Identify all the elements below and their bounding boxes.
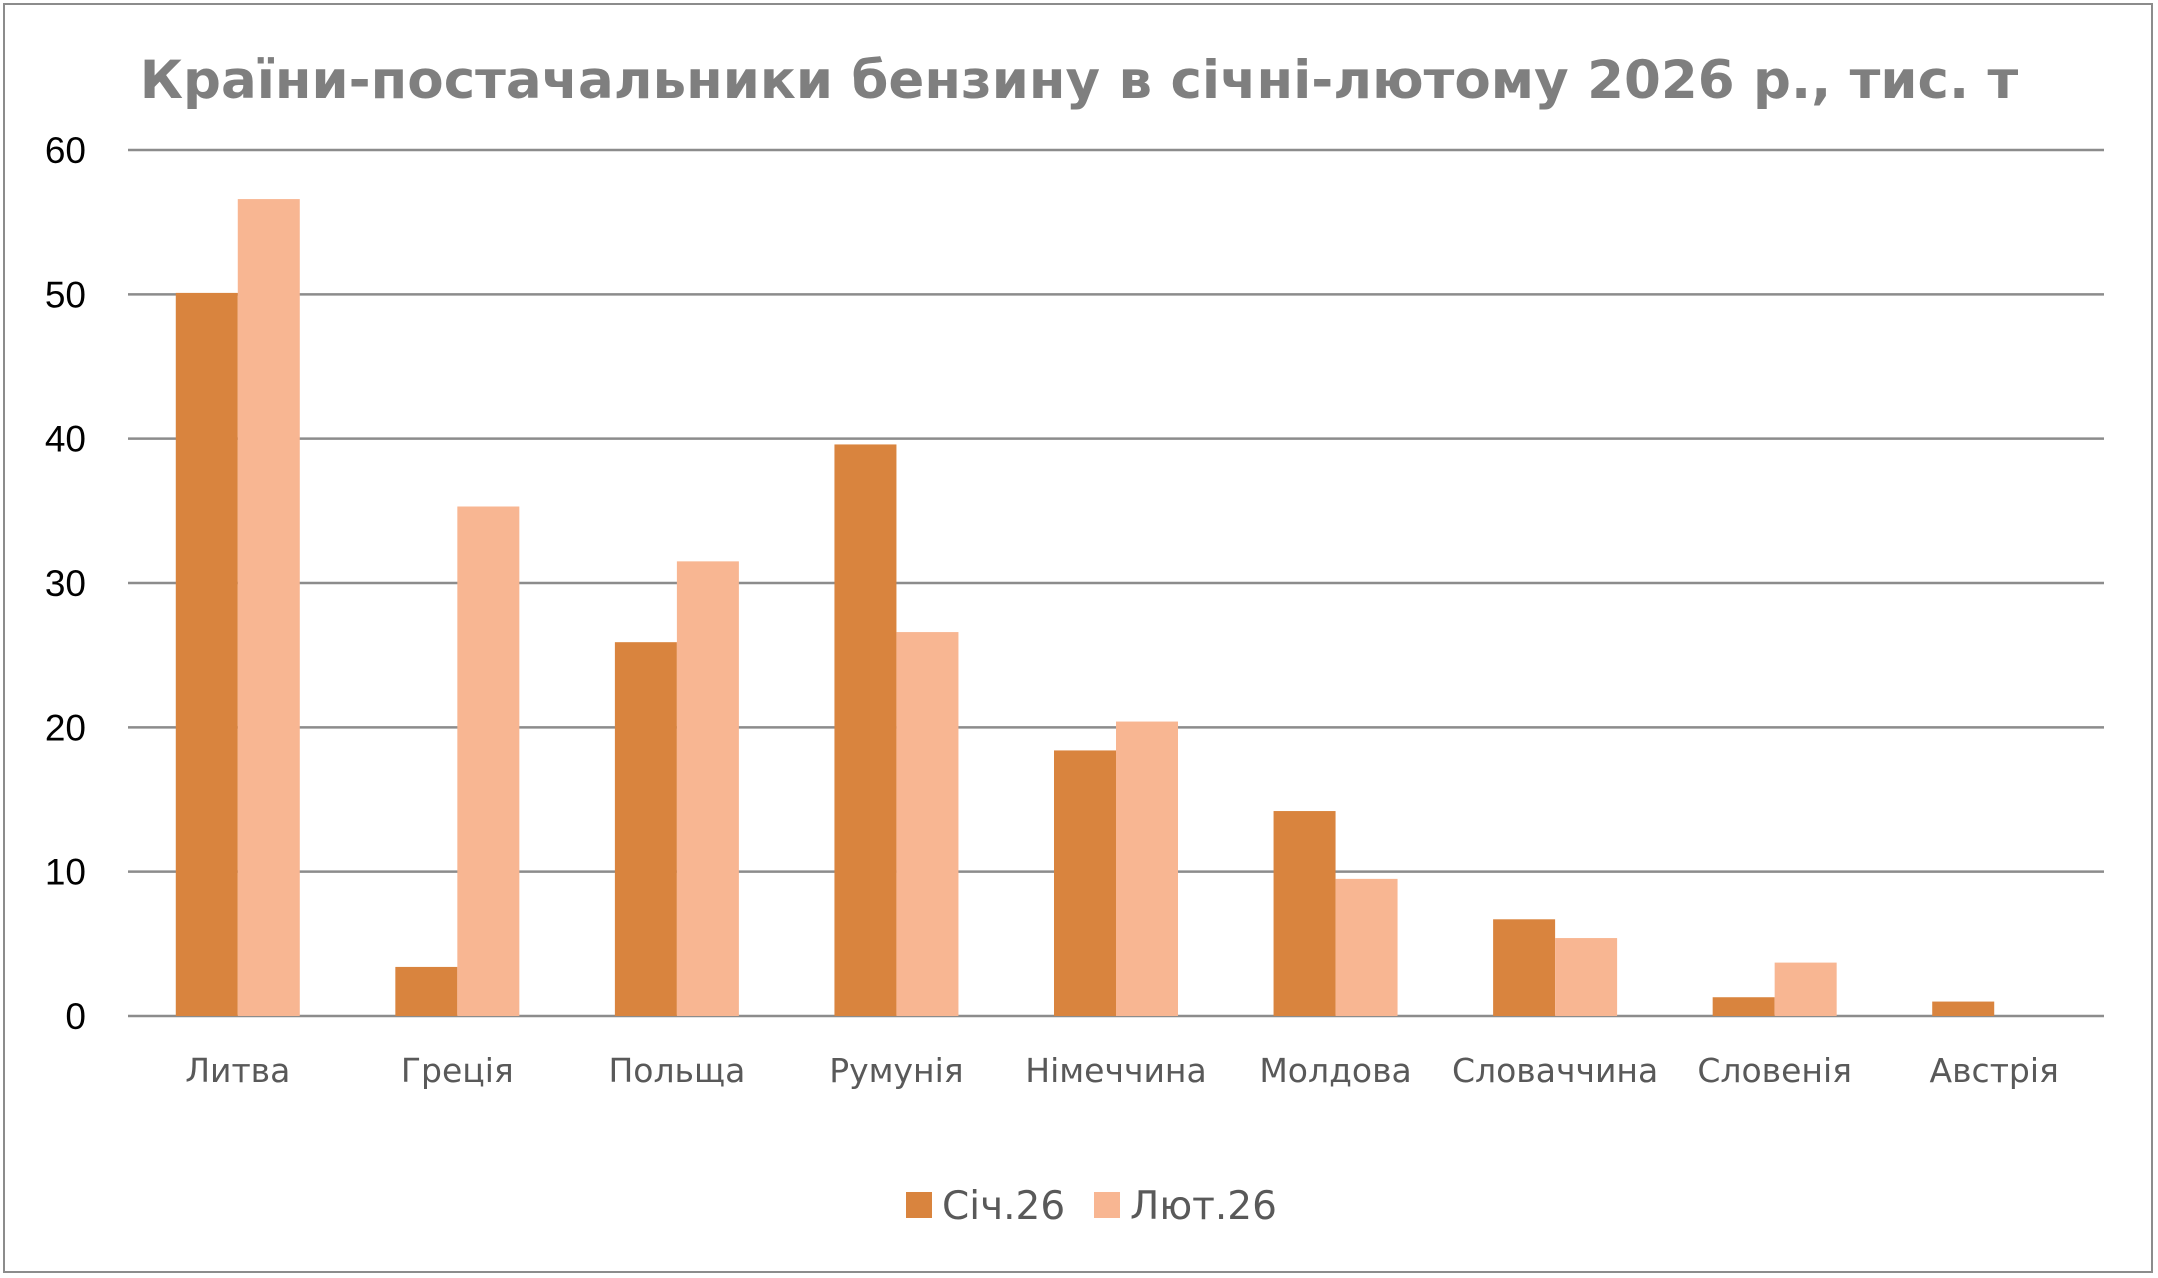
bar-liut26 — [1116, 721, 1178, 1016]
chart-frame — [3, 3, 2153, 1273]
bar-liut26 — [1774, 962, 1837, 1016]
x-category-label: Австрія — [1930, 1051, 2059, 1090]
bar-sich26 — [1712, 997, 1775, 1016]
bars — [175, 199, 1995, 1016]
x-category-label: Молдова — [1259, 1051, 1411, 1090]
x-category-label: Греція — [401, 1051, 514, 1090]
bar-sich26 — [614, 642, 677, 1016]
bar-sich26 — [1932, 1001, 1995, 1016]
y-tick-label: 30 — [45, 563, 86, 604]
chart-title: Країни-постачальники бензину в січні-лют… — [140, 50, 2019, 111]
bar-sich26 — [1273, 811, 1336, 1016]
x-category-label: Румунія — [829, 1051, 963, 1090]
bar-liut26 — [1335, 878, 1398, 1016]
bar-sich26 — [175, 292, 238, 1016]
x-category-label: Словаччина — [1452, 1051, 1658, 1090]
y-axis-ticks: 0 10 20 30 40 50 60 — [45, 130, 86, 1037]
legend-swatch — [906, 1192, 932, 1218]
bar-sich26 — [395, 966, 458, 1016]
bar-liut26 — [457, 506, 520, 1016]
legend: Січ.26 Лют.26 — [906, 1184, 1277, 1229]
bar-liut26 — [676, 561, 739, 1016]
legend-label: Лют.26 — [1130, 1184, 1277, 1229]
bar-liut26 — [1555, 938, 1618, 1016]
y-tick-label: 10 — [45, 852, 86, 893]
x-category-label: Словенія — [1697, 1051, 1852, 1090]
y-tick-label: 40 — [45, 419, 86, 460]
y-tick-label: 60 — [45, 130, 86, 171]
bar-sich26 — [1493, 919, 1556, 1016]
y-tick-label: 0 — [65, 996, 86, 1037]
legend-swatch — [1094, 1192, 1120, 1218]
bar-sich26 — [834, 444, 897, 1016]
x-category-label: Німеччина — [1025, 1051, 1206, 1090]
x-axis-labels: Литва Греція Польща Румунія Німеччина Молдова… — [185, 1051, 2059, 1090]
y-tick-label: 20 — [45, 707, 86, 748]
bar-liut26 — [237, 199, 300, 1016]
legend-label: Січ.26 — [942, 1184, 1065, 1229]
y-tick-label: 50 — [45, 274, 86, 315]
x-category-label: Польща — [608, 1051, 745, 1090]
bar-sich26 — [1054, 750, 1116, 1016]
bar-liut26 — [896, 632, 959, 1016]
x-category-label: Литва — [185, 1051, 290, 1090]
